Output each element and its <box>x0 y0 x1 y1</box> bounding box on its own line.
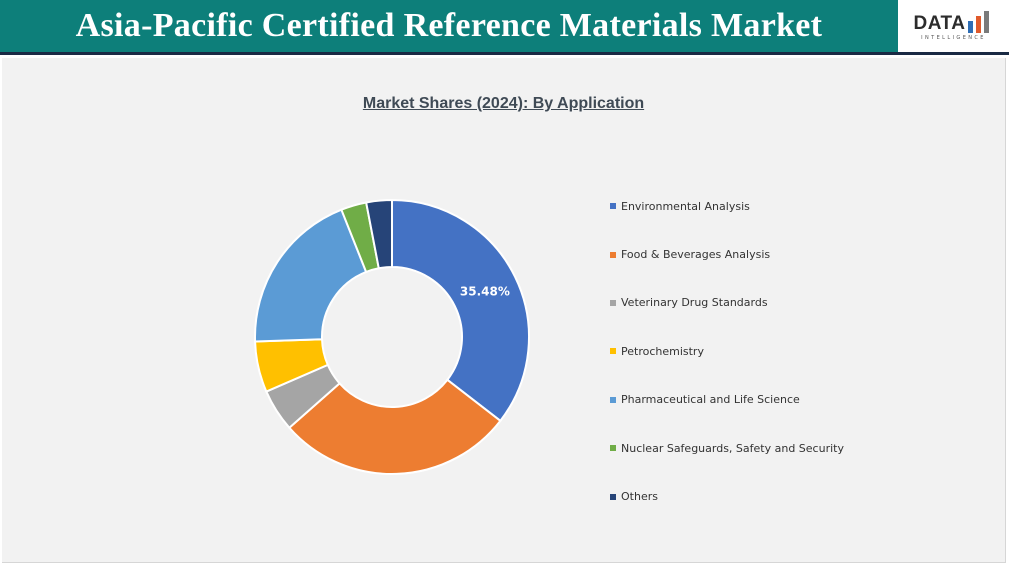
donut-slice-environmental-analysis <box>391 198 530 423</box>
legend-label: Pharmaceutical and Life Science <box>621 393 800 407</box>
legend-swatch <box>610 203 616 210</box>
legend-item: Veterinary Drug Standards <box>610 279 910 327</box>
donut-slice-others <box>364 198 393 270</box>
legend-label: Veterinary Drug Standards <box>621 296 768 310</box>
legend-swatch <box>610 251 616 258</box>
legend-swatch <box>610 396 616 403</box>
chart-title: Market Shares (2024): By Application <box>362 95 645 112</box>
legend-label: Others <box>621 490 658 504</box>
legend-swatch <box>610 493 616 500</box>
donut-slice-pharmaceutical-and-life-science <box>254 208 368 343</box>
donut-slice-food-beverages-analysis <box>287 378 502 475</box>
page-title: Asia-Pacific Certified Reference Materia… <box>75 7 823 44</box>
header-bar: Asia-Pacific Certified Reference Materia… <box>0 0 898 52</box>
legend-item: Food & Beverages Analysis <box>610 230 910 278</box>
legend-item: Petrochemistry <box>610 327 910 375</box>
legend-label: Petrochemistry <box>621 344 704 358</box>
chart-panel: Market Shares (2024): By Application 35.… <box>2 58 1006 563</box>
legend-label: Food & Beverages Analysis <box>621 248 771 262</box>
logo-wordmark: DATA <box>913 13 966 34</box>
header-divider <box>0 52 1009 55</box>
company-logo: DATA INTELLIGENCE <box>898 0 1009 52</box>
legend-swatch <box>610 299 616 306</box>
logo-mark: DATA <box>914 11 994 33</box>
legend-item: Others <box>610 472 910 520</box>
chart-legend: Environmental Analysis Food & Beverages A… <box>610 182 910 521</box>
data-label: 35.48% <box>460 284 510 298</box>
legend-label: Environmental Analysis <box>621 199 750 213</box>
legend-item: Environmental Analysis <box>610 182 910 230</box>
donut-chart: 35.48% <box>254 198 530 475</box>
logo-bars-icon <box>968 11 990 33</box>
legend-swatch <box>610 348 616 355</box>
logo-tagline: INTELLIGENCE <box>921 35 986 41</box>
legend-item: Nuclear Safeguards, Safety and Security <box>610 424 910 472</box>
legend-swatch <box>610 445 616 452</box>
legend-item: Pharmaceutical and Life Science <box>610 376 910 424</box>
legend-label: Nuclear Safeguards, Safety and Security <box>621 441 844 455</box>
